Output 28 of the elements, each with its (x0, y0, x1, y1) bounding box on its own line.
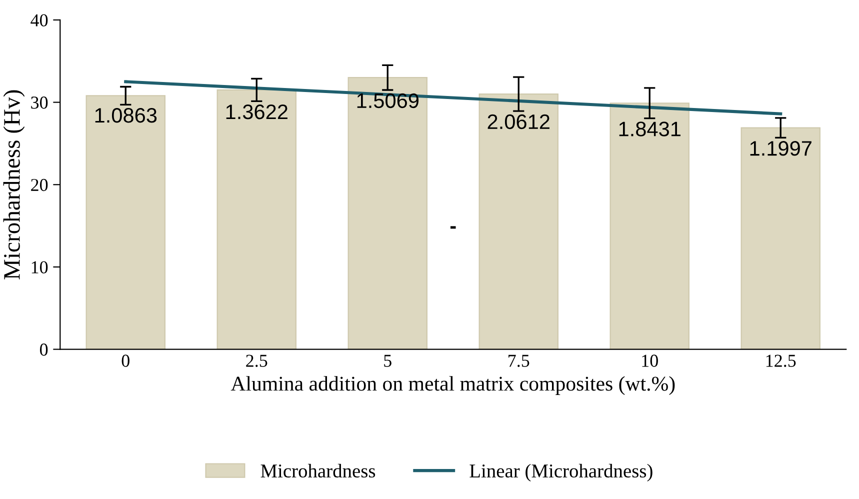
y-tick-label: 10 (32, 261, 48, 274)
y-tick-label: 0 (40, 344, 48, 356)
annotation: 1.5069 (357, 93, 418, 108)
y-axis-title: Microhardness (Hv) (3, 90, 25, 280)
legend-label: Microhardness (260, 464, 376, 478)
x-tick-label: 5 (384, 354, 392, 367)
annotation: - (450, 226, 456, 229)
x-axis-title: Alumina addition on metal matrix composites (wt.%) (230, 376, 675, 395)
annotation: 1.3622 (226, 104, 288, 120)
annotation: 1.1997 (750, 141, 812, 156)
bar (478, 94, 558, 350)
x-tick-label: 12.5 (766, 354, 796, 367)
annotation: 2.0612 (488, 114, 550, 130)
x-tick-label: 0 (122, 354, 130, 367)
bar (86, 95, 166, 350)
bar (216, 89, 296, 350)
bar (740, 127, 820, 350)
annotation: 1.0863 (95, 108, 157, 123)
bar (348, 77, 428, 350)
legend-label: Linear (Microhardness) (470, 464, 652, 482)
annotation: 1.8431 (619, 122, 680, 136)
y-tick-label: 30 (31, 96, 48, 109)
y-tick-label: 20 (31, 178, 48, 192)
y-tick-label: 40 (30, 14, 48, 26)
x-tick-label: 2.5 (246, 354, 268, 367)
x-tick-label: 10 (642, 354, 658, 367)
x-tick-label: 7.5 (508, 354, 530, 367)
bar (610, 102, 690, 350)
